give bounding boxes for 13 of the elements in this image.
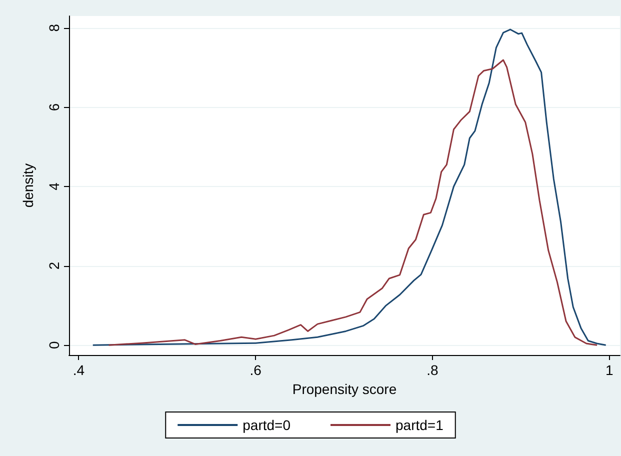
y-tick-label: 0	[46, 340, 62, 349]
x-tick-label: .6	[250, 362, 262, 378]
x-tick-label: .4	[72, 362, 85, 378]
x-tick-label: 1	[605, 362, 614, 378]
legend-label: partd=0	[242, 417, 291, 433]
x-axis-title: Propensity score	[292, 380, 397, 397]
legend-label: partd=1	[396, 417, 444, 433]
y-tick-label: 8	[46, 24, 62, 32]
y-tick-label: 4	[46, 182, 62, 190]
y-tick-label: 6	[46, 103, 62, 112]
y-axis-title: density	[20, 163, 36, 208]
y-tick-label: 2	[46, 262, 62, 270]
x-tick-label: .8	[426, 362, 439, 378]
